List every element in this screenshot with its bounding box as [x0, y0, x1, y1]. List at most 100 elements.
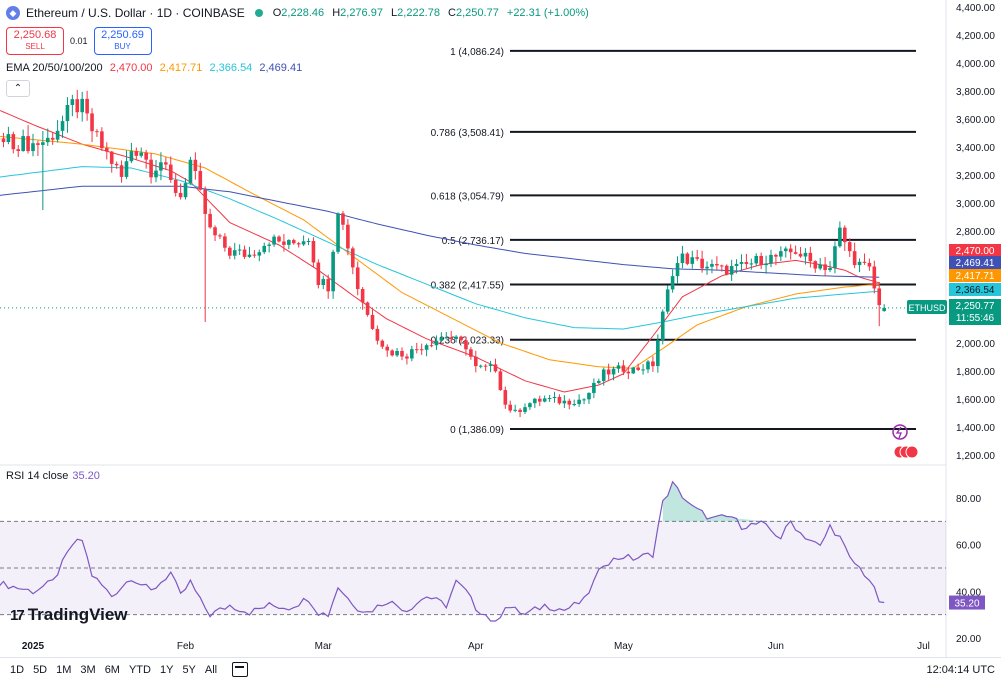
candle-body	[385, 347, 389, 351]
range-1y[interactable]: 1Y	[160, 664, 173, 676]
candle-body	[789, 249, 793, 253]
candle-body	[464, 340, 468, 349]
candle-body	[449, 337, 453, 339]
candle-body	[710, 264, 714, 267]
candle-body	[877, 288, 881, 305]
candle-body	[12, 134, 16, 149]
candle-body	[356, 267, 360, 289]
candle-body	[51, 138, 55, 140]
price-axis-tick-label: 1,200.00	[956, 451, 995, 462]
candle-body	[85, 99, 89, 114]
time-axis-label: Jul	[917, 641, 930, 652]
price-axis-tick-label: 4,000.00	[956, 59, 995, 70]
candle-body	[809, 253, 813, 261]
range-1d[interactable]: 1D	[10, 664, 24, 676]
candle-body	[676, 263, 680, 276]
candle-body	[56, 131, 60, 140]
candle-body	[184, 183, 188, 197]
candle-body	[494, 364, 498, 371]
candle-body	[307, 241, 311, 242]
sell-button[interactable]: 2,250.68 SELL	[6, 27, 64, 55]
candle-body	[213, 227, 217, 235]
candle-body	[66, 105, 70, 121]
rsi-axis-tick-label: 60.00	[956, 541, 981, 552]
candle-body	[631, 368, 635, 374]
price-axis-tick-label: 3,800.00	[956, 87, 995, 98]
candle-body	[366, 302, 370, 314]
candle-body	[690, 257, 694, 264]
candle-body	[484, 366, 488, 367]
candle-body	[656, 340, 660, 366]
chart-icons	[893, 425, 918, 458]
candle-body	[26, 136, 30, 151]
utc-clock[interactable]: 12:04:14 UTC	[927, 664, 995, 676]
candle-body	[228, 248, 232, 256]
rsi-overbought-fill	[663, 482, 791, 522]
candle-body	[828, 268, 832, 270]
symbol-title[interactable]: Ethereum / U.S. Dollar · 1D · COINBASE	[26, 6, 245, 20]
buy-button[interactable]: 2,250.69 BUY	[94, 27, 152, 55]
range-1m[interactable]: 1M	[56, 664, 71, 676]
candle-body	[61, 121, 65, 131]
candle-body	[297, 243, 301, 244]
candle-body	[75, 99, 79, 112]
bottom-toolbar: 1D 5D 1M 3M 6M YTD 1Y 5Y All 12:04:14 UT…	[0, 657, 1001, 684]
candle-body	[154, 171, 158, 178]
price-axis-tick-label: 2,000.00	[956, 339, 995, 350]
candle-body	[440, 338, 444, 341]
candle-body	[267, 245, 271, 246]
trade-panel: 2,250.68 SELL 0.01 2,250.69 BUY	[6, 27, 152, 55]
time-axis-label: Mar	[315, 641, 333, 652]
candle-body	[868, 263, 872, 267]
candle-body	[400, 351, 404, 357]
candle-body	[838, 228, 842, 247]
candle-body	[592, 383, 596, 393]
candle-body	[848, 242, 852, 251]
candle-body	[282, 241, 286, 244]
fib-level-label: 0.5 (2,736.17)	[442, 236, 504, 247]
price-axis-tick-label: 3,200.00	[956, 171, 995, 182]
tradingview-logo[interactable]: 17 TradingView	[10, 605, 128, 625]
range-all[interactable]: All	[205, 664, 217, 676]
range-5y[interactable]: 5Y	[182, 664, 195, 676]
candle-body	[164, 162, 168, 164]
candle-body	[125, 161, 129, 177]
candle-body	[321, 279, 325, 285]
range-6m[interactable]: 6M	[105, 664, 120, 676]
candle-body	[666, 289, 670, 311]
candle-body	[144, 153, 148, 160]
candle-body	[198, 171, 202, 190]
candle-body	[538, 399, 542, 402]
candle-body	[774, 255, 778, 257]
candle-body	[169, 165, 173, 180]
range-5d[interactable]: 5D	[33, 664, 47, 676]
candle-body	[499, 371, 503, 390]
collapse-legend-button[interactable]: ⌃	[6, 80, 30, 97]
candle-body	[258, 252, 262, 255]
candle-body	[420, 349, 424, 350]
date-range-selector: 1D 5D 1M 3M 6M YTD 1Y 5Y All	[10, 664, 217, 676]
time-axis-label: Apr	[468, 641, 484, 652]
candle-body	[71, 99, 75, 105]
candle-body	[641, 369, 645, 370]
range-ytd[interactable]: YTD	[129, 664, 151, 676]
candle-body	[435, 341, 439, 346]
candle-body	[277, 237, 281, 242]
candle-body	[139, 153, 143, 156]
rsi-axis-tick-label: 80.00	[956, 494, 981, 505]
fib-level-label: 0 (1,386.09)	[450, 425, 504, 436]
candle-body	[238, 250, 242, 251]
candle-body	[754, 256, 758, 263]
price-axis-tick-label: 1,600.00	[956, 395, 995, 406]
ema-legend[interactable]: EMA 20/50/100/200 2,470.00 2,417.71 2,36…	[6, 62, 306, 74]
candle-body	[361, 289, 365, 302]
candle-body	[725, 266, 729, 275]
range-3m[interactable]: 3M	[80, 664, 95, 676]
price-badge-text: 2,250.77	[956, 301, 995, 312]
calendar-icon[interactable]	[232, 662, 248, 677]
candle-body	[179, 193, 183, 197]
candle-body	[248, 255, 252, 257]
candle-body	[863, 262, 867, 263]
